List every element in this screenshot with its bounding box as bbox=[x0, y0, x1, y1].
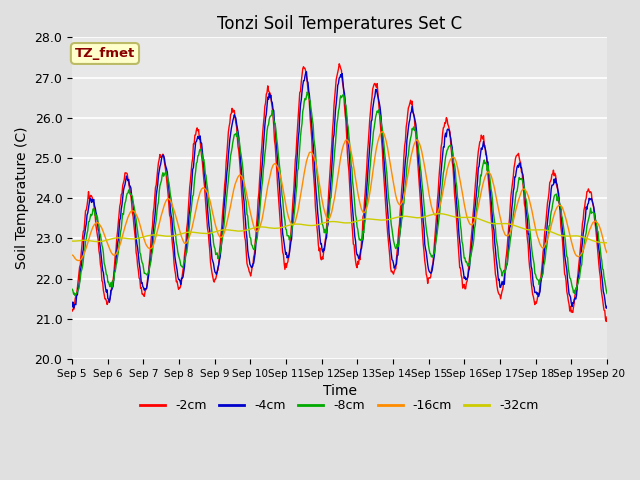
-4cm bbox=[303, 69, 310, 74]
-8cm bbox=[71, 293, 79, 299]
-32cm bbox=[603, 240, 611, 246]
-2cm bbox=[133, 253, 141, 259]
X-axis label: Time: Time bbox=[323, 384, 356, 398]
-16cm bbox=[422, 169, 429, 175]
-16cm bbox=[378, 129, 386, 134]
Line: -16cm: -16cm bbox=[72, 132, 607, 261]
-8cm bbox=[188, 199, 196, 205]
Line: -32cm: -32cm bbox=[72, 214, 607, 243]
-4cm bbox=[405, 120, 413, 125]
-8cm bbox=[422, 219, 429, 225]
-8cm bbox=[79, 264, 86, 269]
-32cm bbox=[436, 211, 444, 216]
-16cm bbox=[68, 252, 76, 258]
Line: -2cm: -2cm bbox=[72, 64, 607, 322]
-2cm bbox=[216, 249, 223, 254]
-4cm bbox=[68, 304, 76, 310]
-2cm bbox=[335, 61, 343, 67]
Legend: -2cm, -4cm, -8cm, -16cm, -32cm: -2cm, -4cm, -8cm, -16cm, -32cm bbox=[136, 394, 544, 417]
-4cm bbox=[188, 187, 195, 193]
Line: -8cm: -8cm bbox=[72, 92, 607, 296]
Line: -4cm: -4cm bbox=[72, 72, 607, 308]
-16cm bbox=[406, 160, 413, 166]
-4cm bbox=[216, 257, 223, 263]
Text: TZ_fmet: TZ_fmet bbox=[75, 47, 135, 60]
-4cm bbox=[133, 241, 141, 247]
-2cm bbox=[405, 103, 413, 109]
-32cm bbox=[188, 229, 195, 235]
-8cm bbox=[68, 287, 76, 292]
-4cm bbox=[602, 305, 610, 311]
-2cm bbox=[188, 169, 195, 175]
-8cm bbox=[603, 291, 611, 297]
-2cm bbox=[421, 258, 429, 264]
-32cm bbox=[216, 228, 223, 233]
-4cm bbox=[78, 258, 86, 264]
-2cm bbox=[78, 244, 86, 250]
-8cm bbox=[406, 139, 413, 145]
Title: Tonzi Soil Temperatures Set C: Tonzi Soil Temperatures Set C bbox=[217, 15, 462, 33]
-2cm bbox=[603, 314, 611, 320]
-16cm bbox=[79, 254, 86, 260]
-2cm bbox=[602, 319, 610, 324]
-16cm bbox=[188, 226, 196, 231]
-8cm bbox=[216, 250, 224, 255]
-16cm bbox=[75, 258, 83, 264]
-32cm bbox=[404, 214, 412, 219]
-16cm bbox=[134, 215, 141, 220]
Y-axis label: Soil Temperature (C): Soil Temperature (C) bbox=[15, 127, 29, 269]
-4cm bbox=[421, 241, 429, 247]
-32cm bbox=[420, 214, 428, 220]
-4cm bbox=[603, 303, 611, 309]
-8cm bbox=[303, 89, 311, 95]
-16cm bbox=[216, 234, 224, 240]
-32cm bbox=[133, 236, 141, 241]
-2cm bbox=[68, 308, 76, 314]
-16cm bbox=[603, 250, 611, 255]
-32cm bbox=[68, 238, 76, 244]
-8cm bbox=[134, 228, 141, 234]
-32cm bbox=[78, 238, 86, 243]
